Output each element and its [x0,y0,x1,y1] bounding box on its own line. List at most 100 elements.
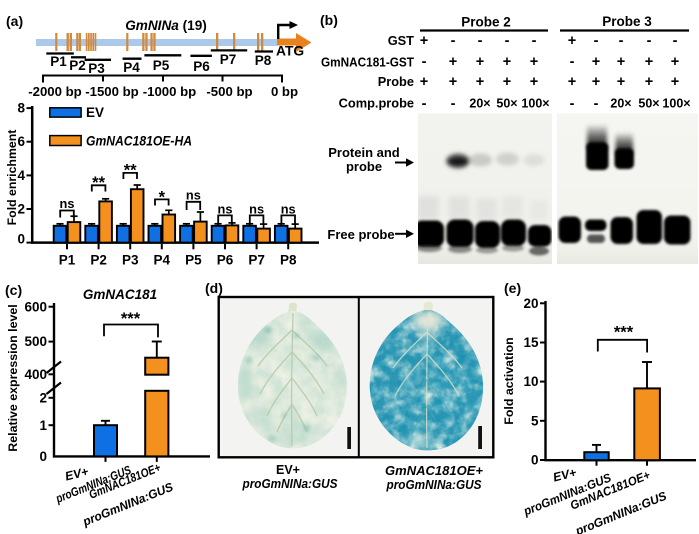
svg-text:-: - [505,33,510,49]
svg-text:P7: P7 [248,253,265,268]
svg-text:+: + [476,54,484,70]
svg-text:+: + [671,74,679,90]
svg-text:**: ** [92,174,105,192]
svg-text:Relative expression level: Relative expression level [6,304,20,451]
svg-text:2: 2 [17,202,25,217]
svg-text:+: + [568,74,576,90]
svg-text:20×: 20× [469,97,490,111]
svg-text:Fold activation: Fold activation [502,337,516,424]
svg-text:GST: GST [388,33,414,48]
svg-text:400: 400 [24,367,47,382]
svg-text:15: 15 [523,335,539,350]
svg-text:+: + [568,33,576,49]
svg-text:-2000 bp: -2000 bp [28,84,82,99]
svg-text:ns: ns [281,202,296,217]
svg-text:+: + [617,54,625,70]
svg-text:+: + [671,54,679,70]
svg-text:+: + [476,74,484,90]
svg-text:Protein and: Protein and [328,145,400,160]
svg-text:100×: 100× [521,97,549,111]
svg-text:(a): (a) [6,13,23,29]
svg-text:P8: P8 [280,253,297,268]
svg-text:P5: P5 [185,253,202,268]
svg-text:-: - [451,33,456,49]
svg-text:P6: P6 [193,59,210,74]
svg-text:-: - [422,54,427,70]
svg-text:GmNAC181OE-HA: GmNAC181OE-HA [86,133,192,148]
svg-text:+: + [645,74,653,90]
svg-text:-: - [570,96,575,112]
svg-text:+: + [530,54,538,70]
svg-text:Fold enrichment: Fold enrichment [5,130,19,226]
svg-text:-: - [422,96,427,112]
svg-text:P8: P8 [255,53,272,68]
svg-text:-: - [478,33,483,49]
svg-text:+: + [617,74,625,90]
svg-text:+: + [503,74,511,90]
svg-text:+: + [530,74,538,90]
svg-text:+: + [449,54,457,70]
svg-text:*: * [159,189,166,207]
svg-text:0: 0 [17,232,25,247]
svg-text:-: - [619,33,624,49]
svg-text:-: - [673,33,678,49]
svg-text:10: 10 [523,374,538,389]
svg-text:-1000 bp: -1000 bp [143,84,197,99]
svg-text:P1: P1 [59,253,76,268]
svg-text:2: 2 [39,390,47,405]
svg-text:***: *** [614,324,634,342]
svg-text:proGmNINa:GUS: proGmNINa:GUS [386,478,483,492]
svg-text:50×: 50× [496,97,517,111]
svg-text:+: + [420,74,428,90]
svg-text:-: - [594,96,599,112]
svg-text:-: - [647,33,652,49]
svg-text:20×: 20× [610,97,631,111]
svg-text:EV+: EV+ [276,463,300,477]
svg-text:+: + [592,54,600,70]
svg-text:Probe: Probe [378,74,414,89]
svg-text:proGmNINa:GUS: proGmNINa:GUS [242,477,339,491]
svg-text:(e): (e) [504,280,521,296]
svg-text:P7: P7 [220,52,237,67]
svg-text:P3: P3 [88,61,105,76]
svg-text:(c): (c) [5,282,22,298]
svg-text:4: 4 [17,168,25,183]
svg-text:Probe 2: Probe 2 [461,15,511,30]
svg-text:EV+: EV+ [64,464,90,483]
svg-text:ns: ns [249,202,264,217]
svg-text:20: 20 [523,296,538,311]
svg-text:+: + [449,74,457,90]
svg-text:P1: P1 [50,54,67,69]
svg-text:0: 0 [531,453,539,468]
svg-text:GmNAC181OE+: GmNAC181OE+ [385,464,484,478]
svg-text:-: - [451,96,456,112]
svg-text:Free probe: Free probe [327,227,394,242]
svg-text:+: + [420,33,428,49]
svg-text:P4: P4 [154,253,171,268]
svg-text:6: 6 [17,134,25,149]
svg-text:-: - [532,33,537,49]
svg-text:+: + [592,74,600,90]
svg-text:5: 5 [531,413,539,428]
svg-text:0 bp: 0 bp [271,84,298,99]
svg-text:(b): (b) [320,12,338,28]
svg-text:100×: 100× [662,97,690,111]
svg-text:500: 500 [24,334,47,349]
svg-text:ATG: ATG [276,44,304,59]
svg-text:P5: P5 [153,58,170,73]
svg-text:EV+: EV+ [552,465,578,484]
svg-text:-500 bp: -500 bp [206,84,252,99]
svg-text:GmNINa (19): GmNINa (19) [125,18,207,33]
svg-text:***: *** [121,310,141,328]
svg-text:GmNAC181: GmNAC181 [83,287,157,302]
svg-text:50×: 50× [638,97,659,111]
svg-text:P6: P6 [217,253,234,268]
svg-text:-: - [594,33,599,49]
svg-text:600: 600 [24,299,47,314]
svg-text:P4: P4 [123,60,140,75]
svg-text:ns: ns [186,188,201,203]
svg-text:P2: P2 [69,58,86,73]
svg-text:P2: P2 [90,253,107,268]
svg-text:+: + [645,54,653,70]
svg-text:-1500 bp: -1500 bp [85,84,139,99]
